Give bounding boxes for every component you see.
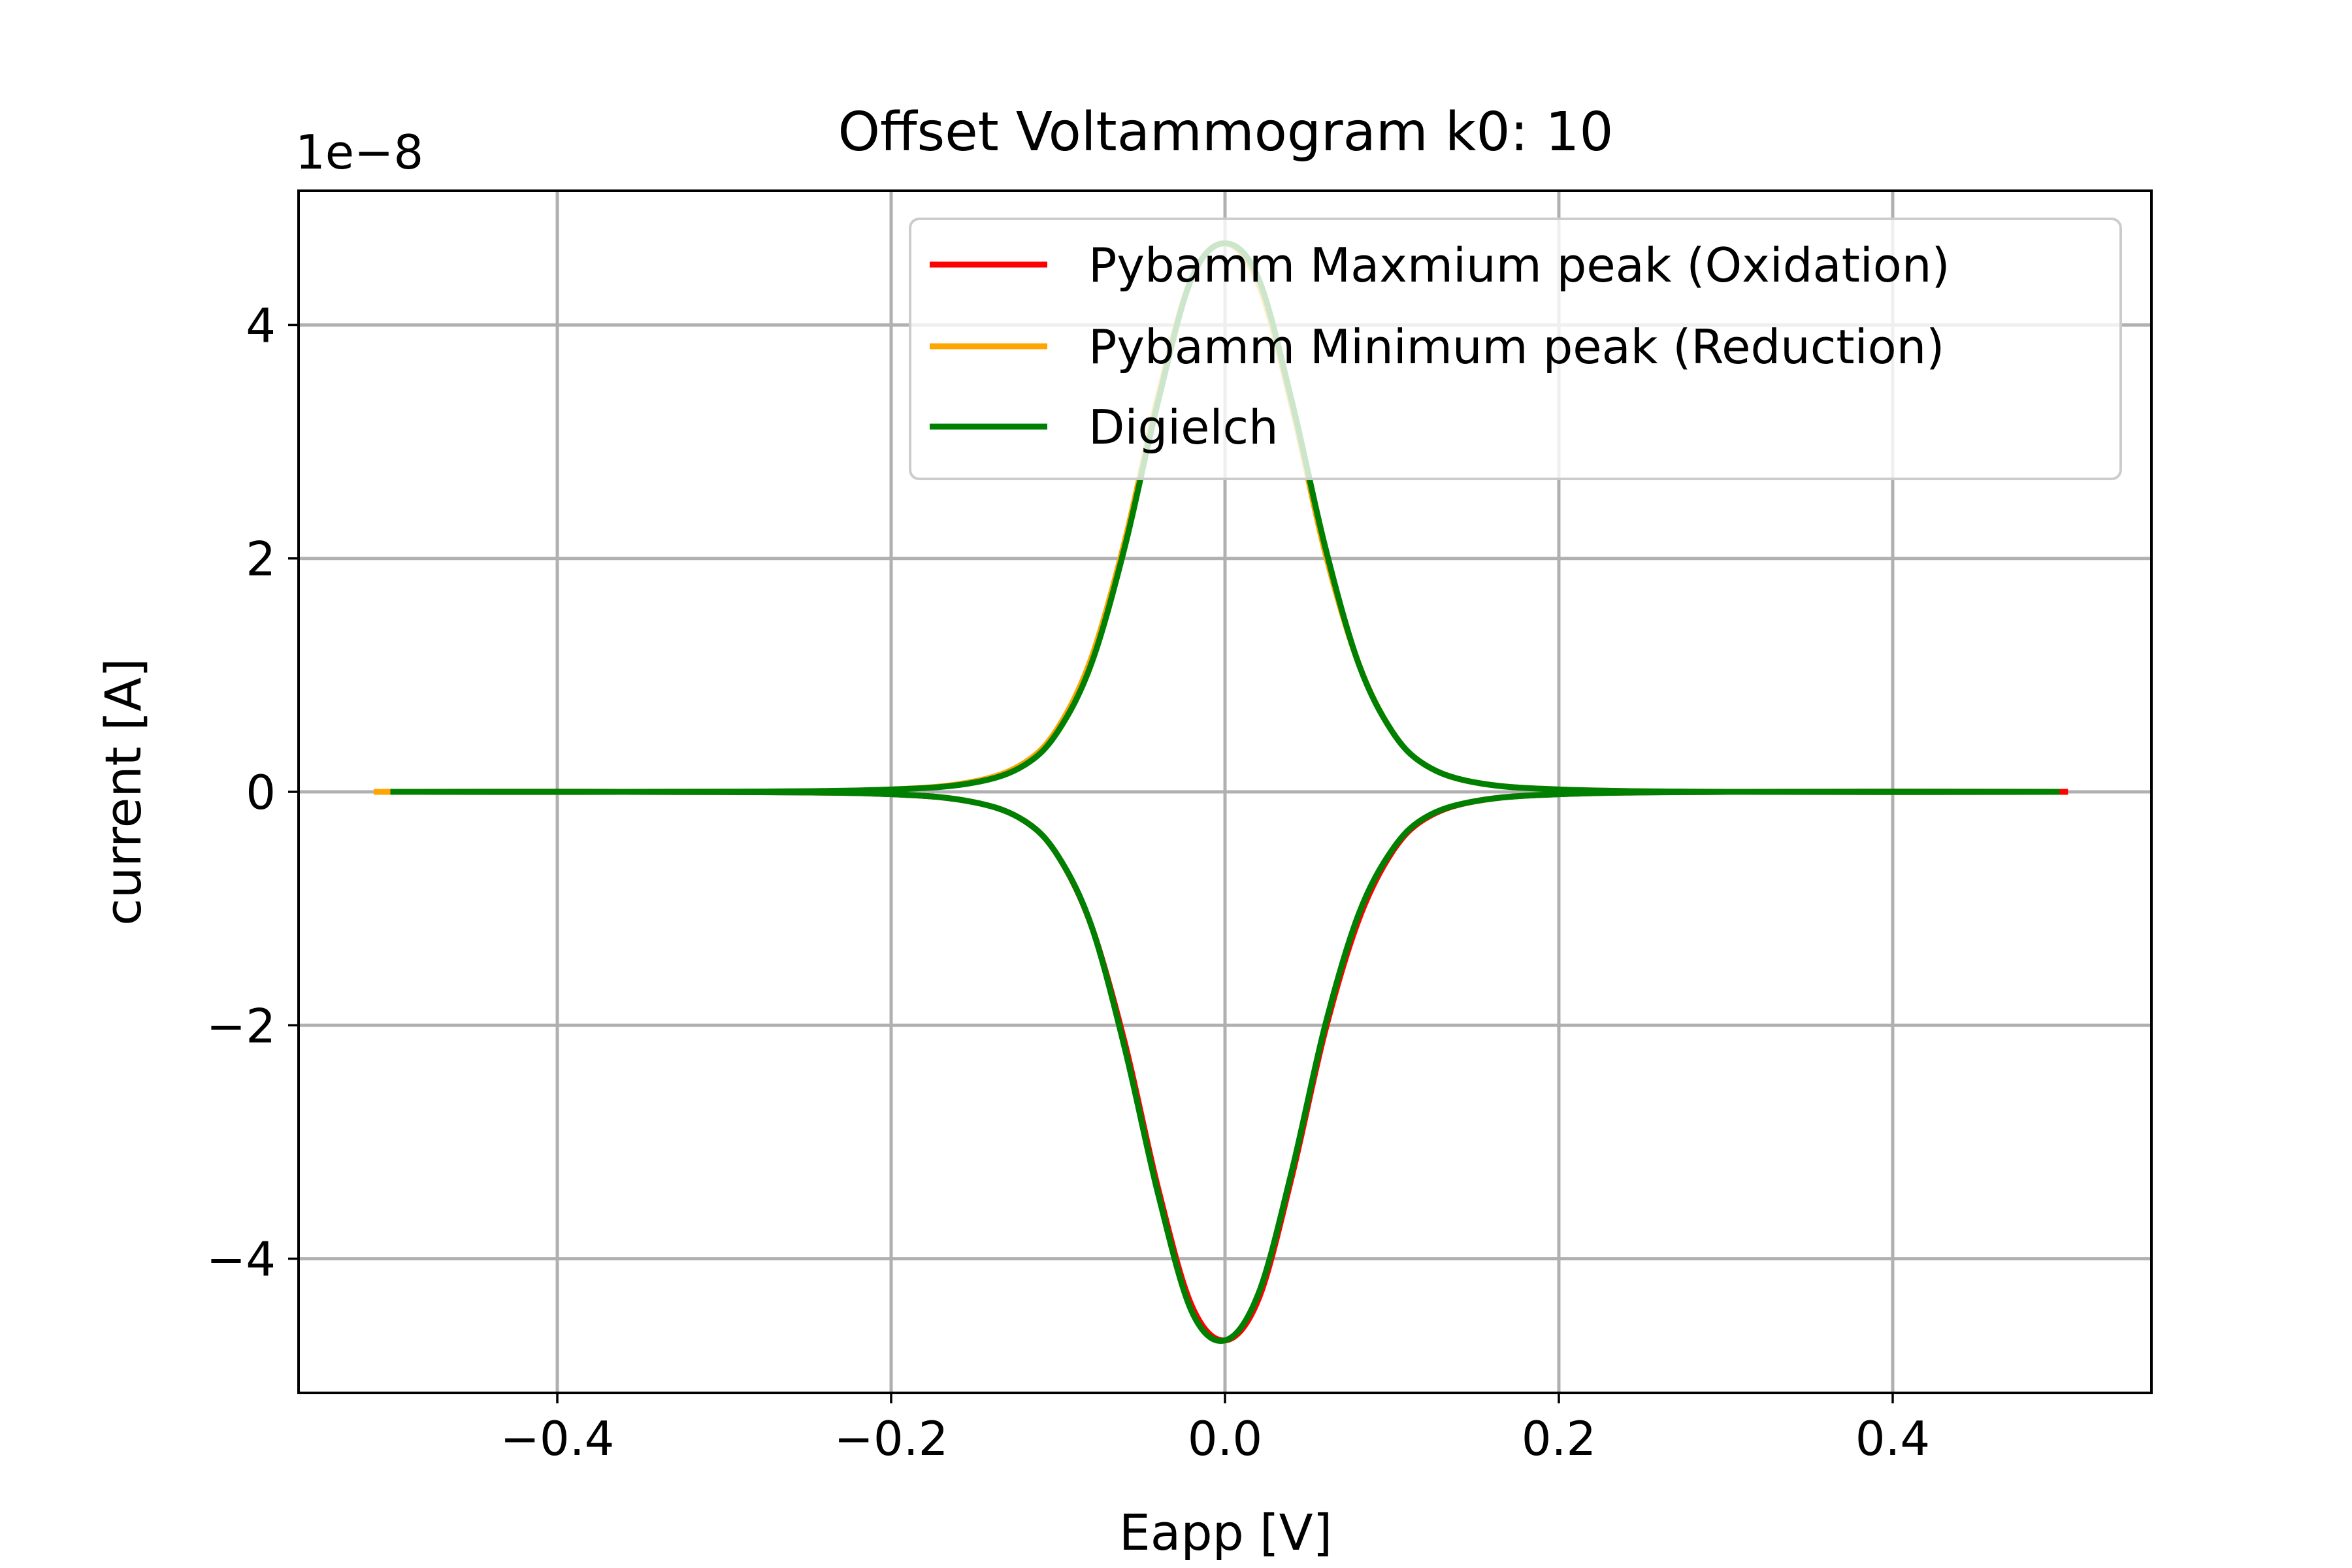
x-tick-label: 0.0 — [1188, 1411, 1263, 1466]
y-offset-label: 1e−8 — [295, 125, 423, 180]
y-tick-label: −4 — [206, 1232, 276, 1287]
x-tick-label: 0.2 — [1522, 1411, 1597, 1466]
y-tick-label: 0 — [246, 765, 276, 820]
series-line-digielch-lower — [390, 789, 2060, 1344]
x-tick-label: −0.4 — [500, 1411, 615, 1466]
x-tick-label: 0.4 — [1855, 1411, 1931, 1466]
axis-ticks: −0.4 −0.2 0.0 0.2 0.4 −4 −2 0 2 4 — [206, 298, 1930, 1466]
x-tick-label: −0.2 — [834, 1411, 949, 1466]
legend-box — [909, 218, 2122, 480]
x-axis-label: Eapp [V] — [1119, 1503, 1333, 1561]
legend-label-digielch: Digielch — [1088, 400, 1279, 455]
y-tick-label: 2 — [246, 532, 276, 587]
legend-label-oxidation: Pybamm Maxmium peak (Oxidation) — [1088, 238, 1950, 293]
chart-title: Offset Voltammogram k0: 10 — [838, 101, 1613, 163]
legend-label-reduction: Pybamm Minimum peak (Reduction) — [1088, 319, 1944, 374]
y-tick-label: −2 — [206, 998, 276, 1053]
y-tick-label: 4 — [246, 298, 276, 353]
legend: Pybamm Maxmium peak (Oxidation) Pybamm M… — [909, 218, 2122, 480]
y-axis-label: current [A] — [94, 658, 152, 926]
